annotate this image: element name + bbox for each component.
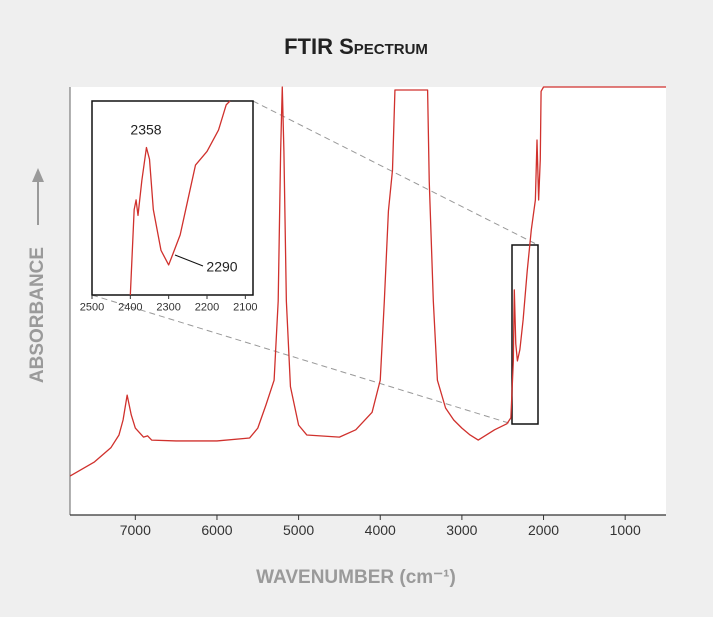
y-axis-label: ABSORBANCE (27, 247, 48, 383)
spectrum-line (129, 100, 231, 296)
x-tick-label: 2400 (118, 302, 142, 314)
x-tick-label: 4000 (365, 522, 396, 538)
x-tick-label: 2500 (80, 302, 104, 314)
spectrum-line (69, 86, 666, 477)
y-arrow-head (32, 168, 44, 182)
x-tick-label: 6000 (201, 522, 232, 538)
zoom-guide (91, 294, 513, 425)
x-tick-label: 1000 (610, 522, 641, 538)
x-tick-label: 3000 (446, 522, 477, 538)
inset (91, 100, 254, 296)
annotation-leader (174, 254, 204, 267)
zoom-box (511, 244, 539, 425)
chart-title: FTIR Spectrum (284, 34, 428, 59)
x-tick-label: 2300 (156, 302, 180, 314)
x-tick-label: 7000 (120, 522, 151, 538)
annotation: 2358 (130, 122, 161, 138)
x-axis-label: WAVENUMBER (cm⁻¹) (256, 567, 456, 588)
x-tick-label: 2100 (233, 302, 257, 314)
x-tick-label: 2000 (528, 522, 559, 538)
x-tick-label: 2200 (195, 302, 219, 314)
zoom-guide (252, 100, 539, 246)
x-tick-label: 5000 (283, 522, 314, 538)
annotation: 2290 (206, 259, 237, 275)
